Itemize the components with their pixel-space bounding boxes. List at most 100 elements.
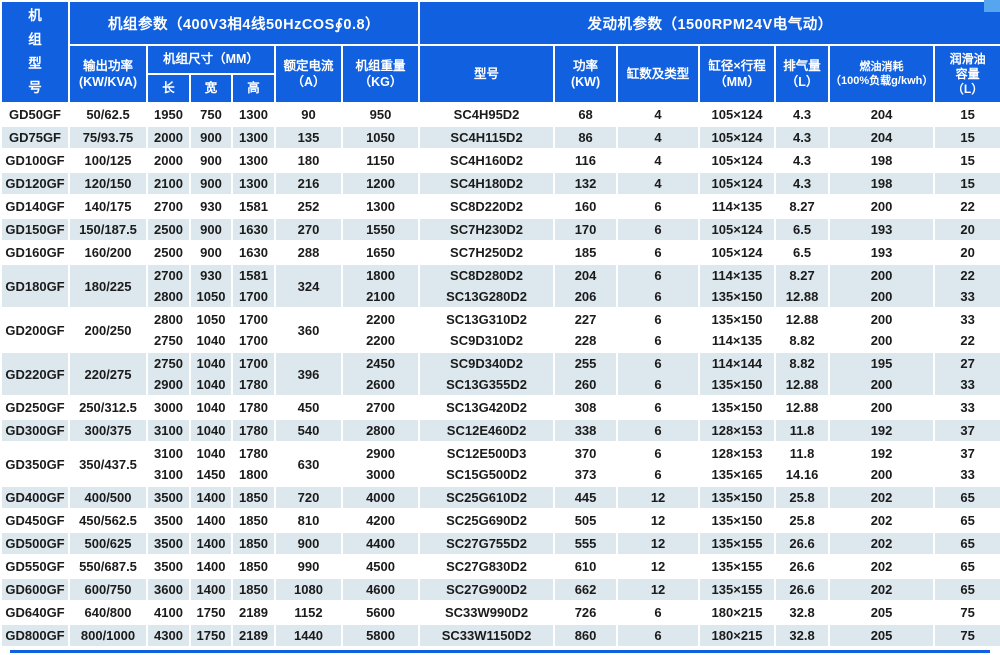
cell-cylinders: 6 [616, 623, 701, 648]
table-row: GD600GF 600/750 3600 1400 1850 1080 4600 SC27G9… [0, 577, 1000, 602]
col-header-unit-size: 机组尺寸（MM） [146, 44, 276, 75]
cell-rated-current: 90 [274, 102, 343, 127]
cell-engine-model: SC13G310D2 SC9D310D2 [418, 307, 556, 353]
cell-oil: 33 22 [933, 307, 1000, 353]
cell-width: 1400 [189, 531, 233, 556]
table-row: GD640GF 640/800 4100 1750 2189 1152 5600 SC33W9… [0, 600, 1000, 625]
cell-output-power: 50/62.5 [68, 102, 148, 127]
cell-length: 2500 [146, 217, 191, 242]
table-row: GD75GF 75/93.75 2000 900 1300 135 1050 SC4H115D… [0, 125, 1000, 150]
table-row: GD250GF 250/312.5 3000 1040 1780 450 2700 SC13G… [0, 395, 1000, 420]
cell-engine-power: 370 373 [553, 441, 619, 487]
table-row: GD180GF 180/225 2700 2800 930 1050 1581 1700 324… [0, 263, 1000, 309]
cell-height: 1700 1700 [231, 307, 276, 353]
cell-engine-power: 505 [553, 508, 619, 533]
cell-engine-model: SC4H95D2 [418, 102, 556, 127]
cell-oil: 15 [933, 171, 1000, 196]
cell-fuel: 205 [828, 600, 936, 625]
cell-unit-weight: 4400 [340, 531, 421, 556]
cell-rated-current: 990 [274, 554, 343, 579]
cell-rated-current: 900 [274, 531, 343, 556]
cell-unit-model: GD100GF [0, 148, 70, 173]
cell-unit-weight: 2450 2600 [340, 351, 421, 397]
table-row: GD550GF 550/687.5 3500 1400 1850 990 4500 SC27G… [0, 554, 1000, 579]
cell-height: 1850 [231, 485, 276, 510]
cell-unit-weight: 2200 2200 [340, 307, 421, 353]
cell-displacement: 32.8 [774, 623, 831, 648]
cell-unit-weight: 1650 [340, 240, 421, 265]
cell-fuel: 205 [828, 623, 936, 648]
cell-rated-current: 396 [274, 351, 343, 397]
col-header-unit-weight: 机组重量 （KG） [340, 44, 421, 104]
cell-fuel: 198 [828, 171, 936, 196]
cell-rated-current: 270 [274, 217, 343, 242]
cell-engine-power: 86 [553, 125, 619, 150]
table-row: GD120GF 120/150 2100 900 1300 216 1200 SC4H180D… [0, 171, 1000, 196]
cell-engine-model: SC12E500D3 SC15G500D2 [418, 441, 556, 487]
cell-height: 1300 [231, 171, 276, 196]
cell-length: 3500 [146, 508, 191, 533]
cell-rated-current: 180 [274, 148, 343, 173]
cell-oil: 65 [933, 577, 1000, 602]
cell-output-power: 640/800 [68, 600, 148, 625]
scan-corner-artifact [984, 0, 1000, 12]
cell-cylinders: 12 [616, 508, 701, 533]
cell-cylinders: 4 [616, 148, 701, 173]
cell-fuel: 200 200 [828, 307, 936, 353]
cell-width: 750 [189, 102, 233, 127]
cell-height: 1780 [231, 395, 276, 420]
cell-length: 2000 [146, 148, 191, 173]
cell-width: 1050 1040 [189, 307, 233, 353]
cell-height: 1630 [231, 217, 276, 242]
cell-output-power: 160/200 [68, 240, 148, 265]
cell-bore-stroke: 135×155 [698, 531, 777, 556]
cell-output-power: 800/1000 [68, 623, 148, 648]
cell-engine-model: SC25G610D2 [418, 485, 556, 510]
col-header-height: 高 [231, 73, 276, 104]
cell-fuel: 202 [828, 531, 936, 556]
cell-displacement: 25.8 [774, 485, 831, 510]
cell-length: 3500 [146, 485, 191, 510]
cell-bore-stroke: 128×153 135×165 [698, 441, 777, 487]
cell-fuel: 200 [828, 194, 936, 219]
col-header-engine-power: 功率 (KW) [553, 44, 619, 104]
cell-fuel: 193 [828, 240, 936, 265]
cell-engine-power: 204 206 [553, 263, 619, 309]
cell-output-power: 75/93.75 [68, 125, 148, 150]
cell-rated-current: 1440 [274, 623, 343, 648]
cell-engine-model: SC4H115D2 [418, 125, 556, 150]
cell-bore-stroke: 180×215 [698, 600, 777, 625]
cell-unit-model: GD500GF [0, 531, 70, 556]
cell-width: 1040 1450 [189, 441, 233, 487]
cell-width: 900 [189, 148, 233, 173]
cell-output-power: 100/125 [68, 148, 148, 173]
cell-height: 1630 [231, 240, 276, 265]
unit-params-banner: 机组参数（400V3相4线50HzCOS∮0.8） [67, 0, 421, 46]
cell-oil: 20 [933, 217, 1000, 242]
cell-fuel: 195 200 [828, 351, 936, 397]
cell-unit-model: GD180GF [0, 263, 70, 309]
cell-height: 1300 [231, 125, 276, 150]
cell-oil: 22 33 [933, 263, 1000, 309]
cell-height: 1780 1800 [231, 441, 276, 487]
unit-model-column-header: 机 组 型 号 [0, 0, 70, 104]
cell-length: 2100 [146, 171, 191, 196]
table-row: GD100GF 100/125 2000 900 1300 180 1150 SC4H160D… [0, 148, 1000, 173]
cell-bore-stroke: 114×144 135×150 [698, 351, 777, 397]
col-header-fuel-consumption: 燃油消耗 （100%负载g/kwh） [828, 44, 936, 104]
cell-rated-current: 540 [274, 418, 343, 443]
cell-unit-model: GD800GF [0, 623, 70, 648]
cell-engine-model: SC33W1150D2 [418, 623, 556, 648]
cell-rated-current: 720 [274, 485, 343, 510]
cell-cylinders: 6 [616, 418, 701, 443]
cell-width: 1040 [189, 395, 233, 420]
cell-height: 1300 [231, 148, 276, 173]
cell-bore-stroke: 135×150 [698, 395, 777, 420]
cell-oil: 20 [933, 240, 1000, 265]
cell-output-power: 250/312.5 [68, 395, 148, 420]
cell-engine-power: 662 [553, 577, 619, 602]
col-header-oil-capacity: 润滑油 容量 （L） [933, 44, 1000, 104]
cell-fuel: 193 [828, 217, 936, 242]
cell-bore-stroke: 114×135 [698, 194, 777, 219]
